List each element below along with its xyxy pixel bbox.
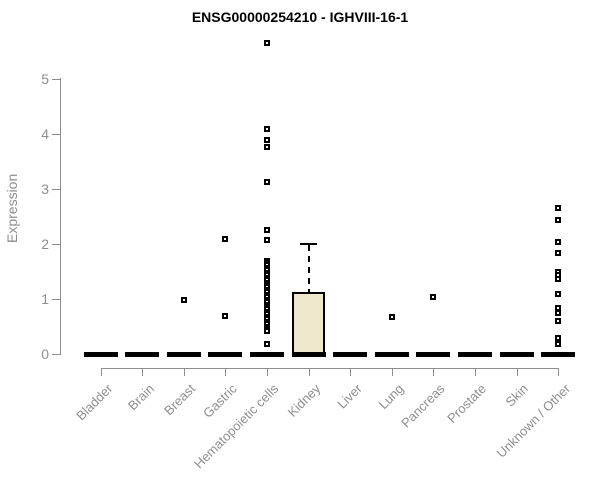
y-axis-line xyxy=(60,78,61,355)
outlier-marker xyxy=(263,143,270,150)
outlier-marker xyxy=(222,313,229,320)
x-axis-tick xyxy=(183,368,185,376)
y-axis-tick xyxy=(52,299,60,300)
x-tick-label: Kidney xyxy=(284,381,324,420)
outlier-marker xyxy=(263,227,270,234)
outlier-marker xyxy=(555,291,562,298)
outlier-marker xyxy=(430,294,437,301)
outlier-marker xyxy=(555,205,562,212)
x-axis-tick xyxy=(308,368,310,376)
outlier-marker xyxy=(222,236,229,243)
outlier-marker xyxy=(263,39,270,46)
collapsed-box-bar xyxy=(457,351,492,357)
outlier-marker xyxy=(555,249,562,256)
outlier-marker xyxy=(388,314,395,321)
y-axis-tick xyxy=(52,79,60,80)
x-tick-label: Skin xyxy=(502,381,532,410)
x-axis-tick xyxy=(100,368,102,376)
x-axis-tick xyxy=(391,368,393,376)
y-tick-label: 2 xyxy=(41,236,49,252)
collapsed-box-bar xyxy=(83,351,118,357)
outlier-marker xyxy=(555,238,562,245)
outlier-marker xyxy=(555,318,562,324)
collapsed-box-bar xyxy=(166,351,201,357)
x-tick-label: Brain xyxy=(124,381,157,414)
y-tick-label: 1 xyxy=(41,291,49,307)
collapsed-box-bar xyxy=(125,351,160,357)
x-tick-label: Bladder xyxy=(72,381,116,424)
x-axis-tick xyxy=(266,368,268,376)
x-tick-label: Breast xyxy=(161,381,199,419)
x-tick-label: Liver xyxy=(334,381,365,412)
x-tick-label: Pancreas xyxy=(398,381,448,431)
x-tick-label: Gastric xyxy=(200,381,240,421)
collapsed-box-bar xyxy=(416,351,451,357)
y-tick-label: 4 xyxy=(41,126,49,142)
x-axis-tick xyxy=(433,368,435,376)
outlier-marker xyxy=(555,341,562,348)
x-axis-tick xyxy=(474,368,476,376)
outlier-marker xyxy=(263,328,270,335)
outlier-marker xyxy=(555,310,562,317)
x-axis-tick xyxy=(225,368,227,376)
outlier-marker xyxy=(263,178,270,185)
collapsed-box-bar xyxy=(249,351,284,357)
x-axis-tick xyxy=(350,368,352,376)
outlier-marker xyxy=(555,216,562,223)
outlier-marker xyxy=(555,276,562,283)
outlier-marker xyxy=(263,341,270,348)
y-axis-tick xyxy=(52,189,60,190)
y-tick-label: 3 xyxy=(41,181,49,197)
collapsed-box-bar xyxy=(333,351,368,357)
outlier-marker xyxy=(180,297,187,304)
collapsed-box-bar xyxy=(499,351,534,357)
outlier-marker xyxy=(263,237,270,244)
collapsed-box-bar xyxy=(374,351,409,357)
outlier-marker xyxy=(263,125,270,132)
x-axis-tick xyxy=(558,368,560,376)
chart-title: ENSG00000254210 - IGHVIII-16-1 xyxy=(191,9,409,25)
median-bar xyxy=(291,351,326,357)
x-axis-tick xyxy=(142,368,144,376)
x-tick-label: Lung xyxy=(375,381,407,413)
x-tick-label: Unknown / Other xyxy=(493,381,573,461)
collapsed-box-bar xyxy=(208,351,243,357)
y-axis-tick xyxy=(52,244,60,245)
y-tick-label: 5 xyxy=(41,71,49,87)
outlier-marker xyxy=(555,335,562,342)
outlier-marker xyxy=(263,136,270,143)
whisker-cap xyxy=(300,243,317,246)
y-tick-label: 0 xyxy=(41,346,49,362)
whisker-line xyxy=(307,245,310,292)
box xyxy=(292,291,325,354)
x-tick-label: Prostate xyxy=(444,381,490,426)
collapsed-box-bar xyxy=(541,351,576,357)
x-axis-tick xyxy=(516,368,518,376)
y-axis-tick xyxy=(52,354,60,355)
x-axis-line xyxy=(100,368,560,369)
outlier-marker xyxy=(555,304,562,311)
y-axis-tick xyxy=(52,134,60,135)
